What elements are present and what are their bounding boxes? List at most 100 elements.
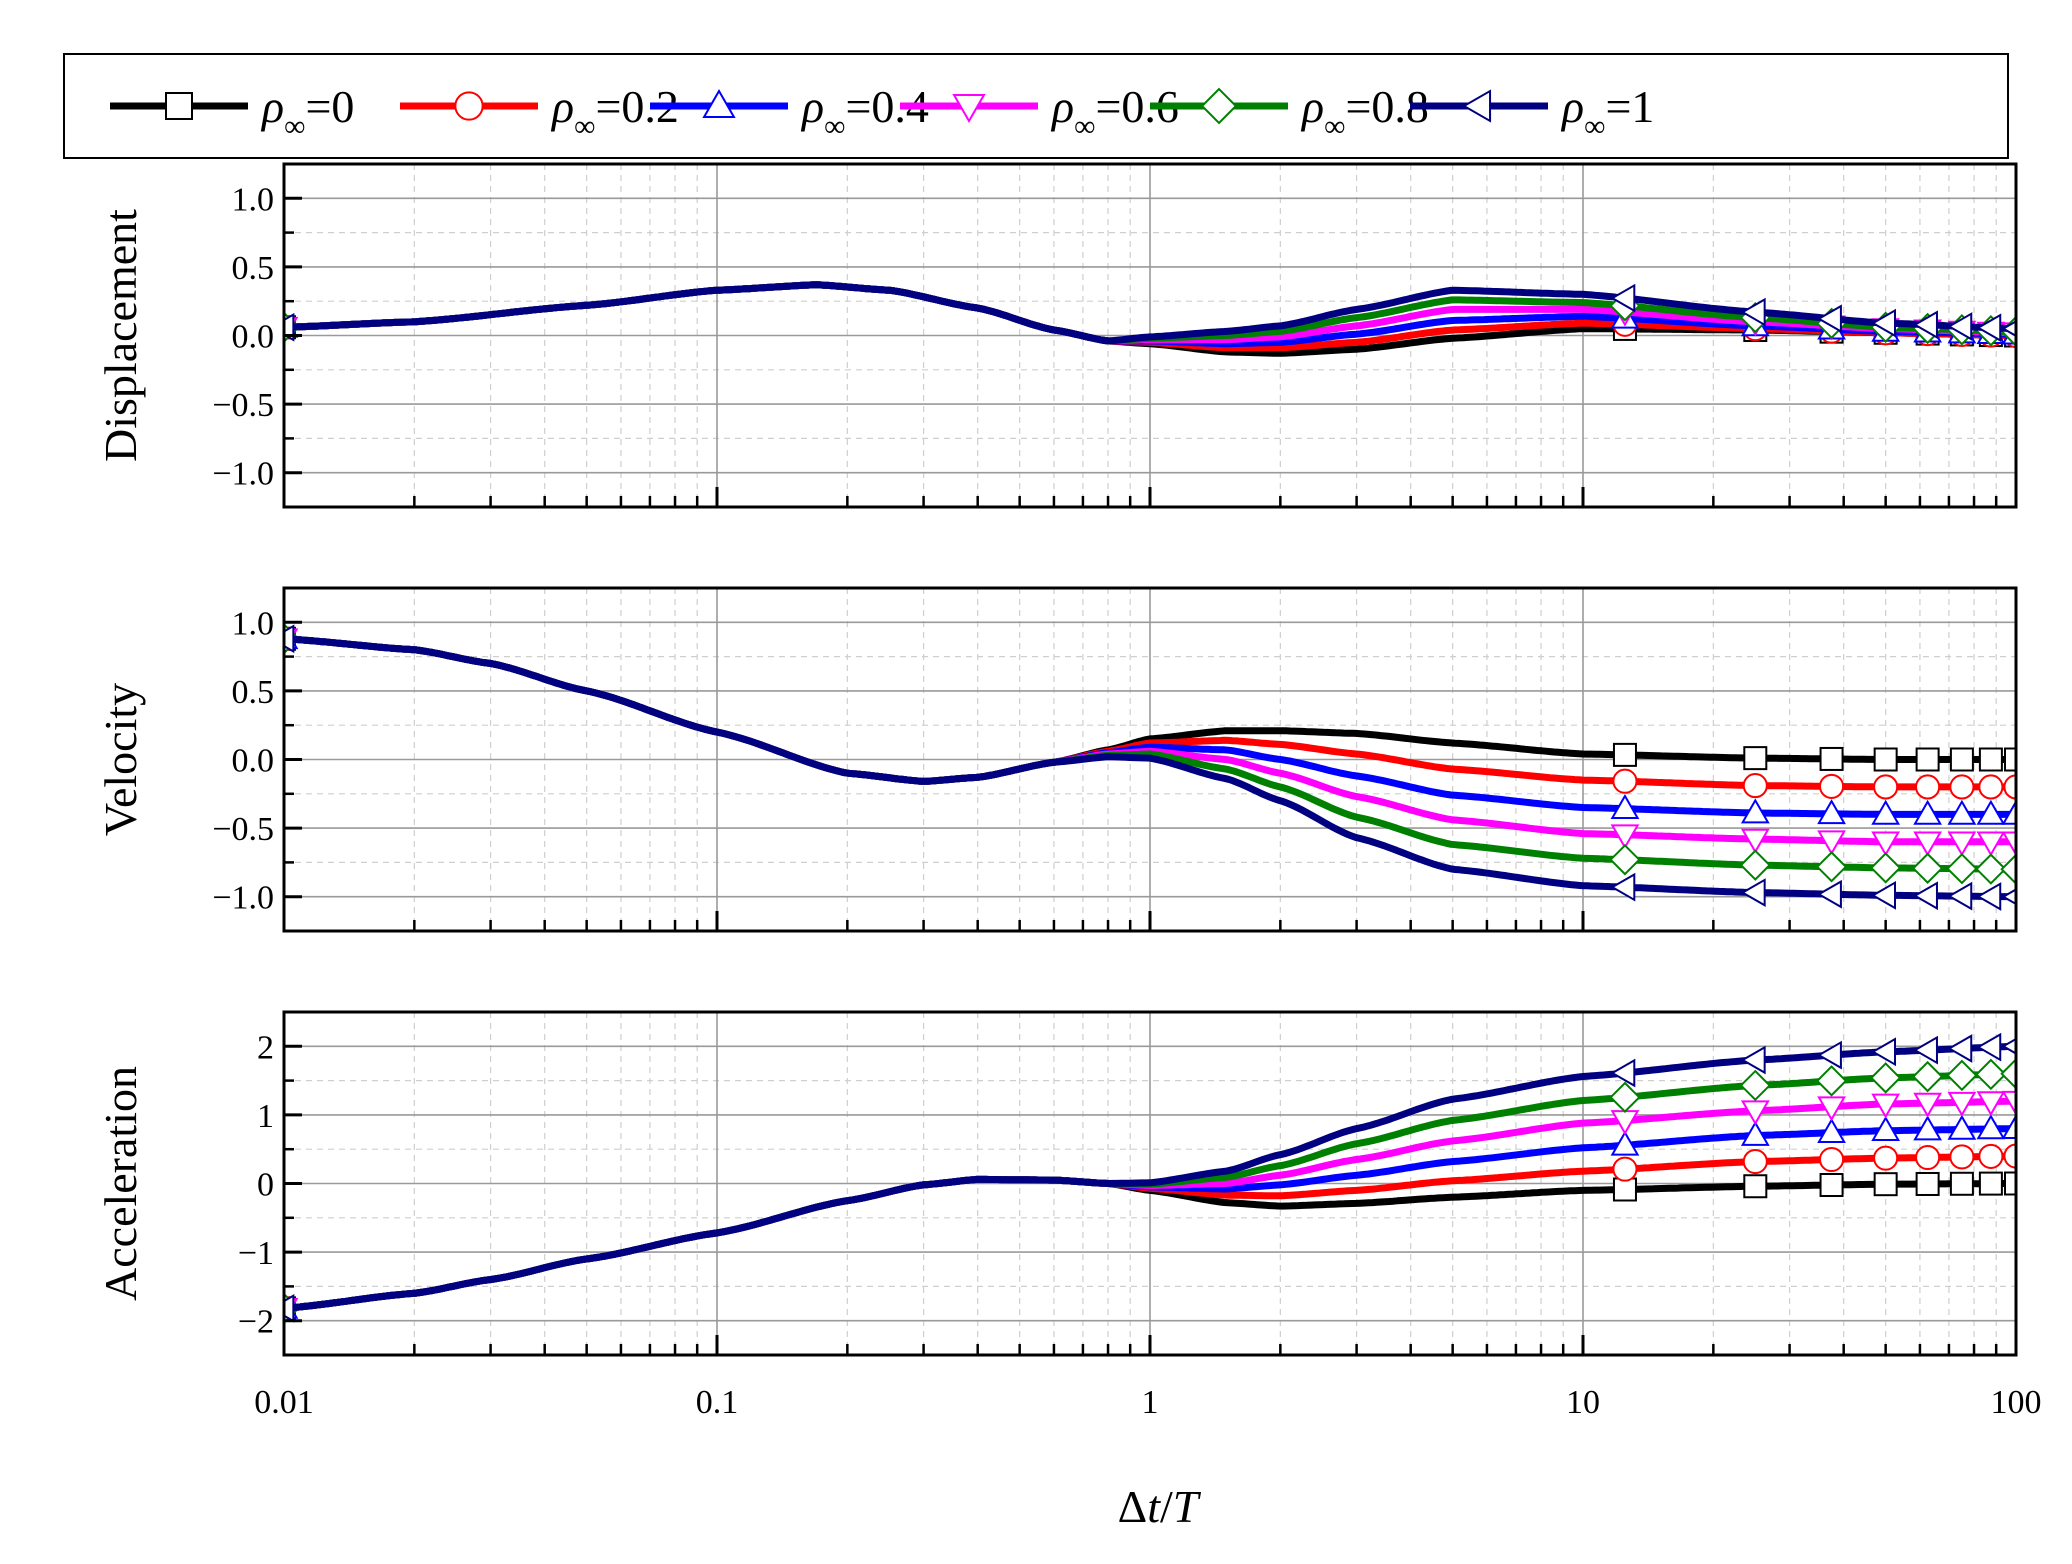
series-marker-0.4 [1913, 799, 1942, 825]
y-tick-label: −1 [238, 1235, 274, 1272]
series-marker-0 [1819, 746, 1844, 771]
series-marker-1 [284, 312, 295, 342]
panel-displacement: 1.0 0.5 0.0 −0.5 −1.0 Displacement [95, 162, 2018, 509]
series-marker-0.4 [1976, 799, 2006, 825]
series-group [284, 1032, 2016, 1325]
legend-marker [1200, 87, 1238, 125]
series-marker-0.4 [2001, 799, 2016, 825]
series-marker-0 [1743, 1174, 1768, 1199]
legend-label: ρ∞=0 [260, 81, 354, 143]
series-line-1 [284, 1042, 2016, 1312]
series-marker-0.6 [1871, 831, 1901, 857]
series-marker-1 [1610, 283, 1636, 313]
series-marker-0.8 [1739, 1069, 1772, 1102]
series-marker-0 [1873, 1172, 1898, 1197]
x-axis-title-delta: Δ [1118, 1481, 1148, 1532]
series-marker-0.2 [1978, 774, 2004, 800]
legend: ρ∞=0 ρ∞=0.2 ρ∞=0.4 ρ∞=0.6 ρ∞=0.8 ρ∞=1 [63, 53, 2009, 159]
series-marker-1 [284, 624, 295, 654]
x-axis-title-slash: / [1160, 1481, 1173, 1532]
x-axis-title: Δt/T [1118, 1481, 1202, 1532]
legend-entry: ρ∞=0 [110, 81, 354, 143]
series-marker-0 [1915, 1171, 1940, 1196]
series-marker-0 [1915, 747, 1940, 772]
series-marker-0.4 [1871, 799, 1901, 825]
y-tick-label: 0.5 [232, 674, 275, 711]
series-marker-0.4 [1740, 798, 1770, 824]
series-marker-0.8 [1815, 1065, 1848, 1097]
legend-subscript: ∞ [1584, 110, 1605, 143]
series-marker-0 [1978, 747, 2003, 772]
series-marker-0.8 [1911, 1060, 1944, 1093]
x-axis-title-T: T [1173, 1481, 1202, 1532]
series-marker-0.6 [2001, 1090, 2016, 1116]
series-marker-0.4 [1913, 1115, 1942, 1141]
series-marker-1 [1870, 308, 1897, 338]
legend-subscript: ∞ [574, 110, 595, 143]
series-marker-0.4 [2001, 1113, 2016, 1139]
legend-symbol: ρ [550, 81, 574, 132]
series-marker-1 [1976, 882, 2002, 911]
series-marker-0.8 [1869, 1062, 1902, 1094]
series-marker-0.4 [1740, 1120, 1770, 1146]
series-marker-0.8 [2000, 1058, 2016, 1090]
series-marker-0.6 [1610, 824, 1640, 850]
series-marker-1 [1947, 1034, 1973, 1063]
series-marker-1 [1912, 310, 1938, 340]
series-marker-0.4 [1610, 794, 1640, 820]
legend-entry: ρ∞=1 [1410, 81, 1654, 143]
series-line-1 [284, 635, 2016, 901]
series-marker-0.4 [1817, 1117, 1846, 1143]
series-marker-1 [1976, 1032, 2002, 1062]
series-marker-0.6 [2001, 831, 2016, 857]
series-marker-0.2 [1819, 1146, 1845, 1173]
series-marker-0.6 [1740, 828, 1770, 854]
x-tick-label: 10 [1566, 1384, 1600, 1421]
legend-label: ρ∞=0.6 [1050, 81, 1179, 143]
y-tick-label: 0.0 [232, 743, 275, 780]
series-marker-0.6 [1947, 1091, 1977, 1117]
series-marker-0.8 [1609, 844, 1641, 876]
series-marker-1 [1947, 312, 1973, 341]
series-marker-0.2 [1742, 773, 1768, 799]
series-marker-0.8 [2000, 853, 2016, 885]
legend-symbol: ρ [1050, 81, 1074, 132]
x-tick-label: 0.01 [254, 1384, 314, 1421]
series-marker-0.4 [1947, 1114, 1977, 1140]
series-marker-0.6 [1817, 830, 1846, 856]
y-axis-title: Displacement [95, 209, 146, 462]
series-marker-1 [1870, 880, 1897, 910]
series-marker-0 [2004, 1171, 2016, 1196]
series-marker-0.6 [1947, 831, 1977, 857]
series-marker-0.6 [1740, 1100, 1770, 1126]
series-marker-1 [2001, 320, 2016, 338]
y-tick-label: 1 [257, 1098, 274, 1135]
series-marker-1 [1816, 1040, 1842, 1070]
series-marker-0 [1612, 742, 1637, 767]
y-tick-label: −1.0 [212, 456, 274, 493]
series-marker-0.8 [1911, 852, 1944, 885]
legend-value: =0 [305, 81, 354, 132]
y-axis-title: Acceleration [95, 1066, 146, 1301]
series-marker-1 [1740, 1045, 1766, 1075]
legend-subscript: ∞ [1074, 110, 1095, 143]
series-marker-0.8 [1609, 1081, 1641, 1114]
series-marker-0.2 [1978, 1143, 2004, 1169]
series-marker-0.2 [1612, 1156, 1638, 1182]
series-marker-0.2 [1949, 774, 1975, 800]
panel-velocity: 1.0 0.5 0.0 −0.5 −1.0 Velocity [95, 586, 2018, 933]
series-marker-1 [1912, 881, 1938, 911]
series-marker-0.8 [1739, 849, 1772, 881]
series-marker-1 [284, 1293, 295, 1323]
series-marker-0.8 [1815, 851, 1848, 883]
series-marker-0.4 [1610, 1130, 1640, 1156]
series-marker-0.2 [1612, 768, 1638, 794]
legend-subscript: ∞ [284, 110, 305, 143]
series-marker-1 [1740, 297, 1766, 327]
series-marker-0 [1743, 746, 1768, 771]
series-marker-0.2 [1915, 1144, 1941, 1171]
series-marker-1 [1610, 872, 1636, 902]
series-marker-1 [1976, 313, 2002, 343]
series-marker-1 [1740, 878, 1766, 907]
series-marker-0.2 [1742, 1148, 1768, 1175]
